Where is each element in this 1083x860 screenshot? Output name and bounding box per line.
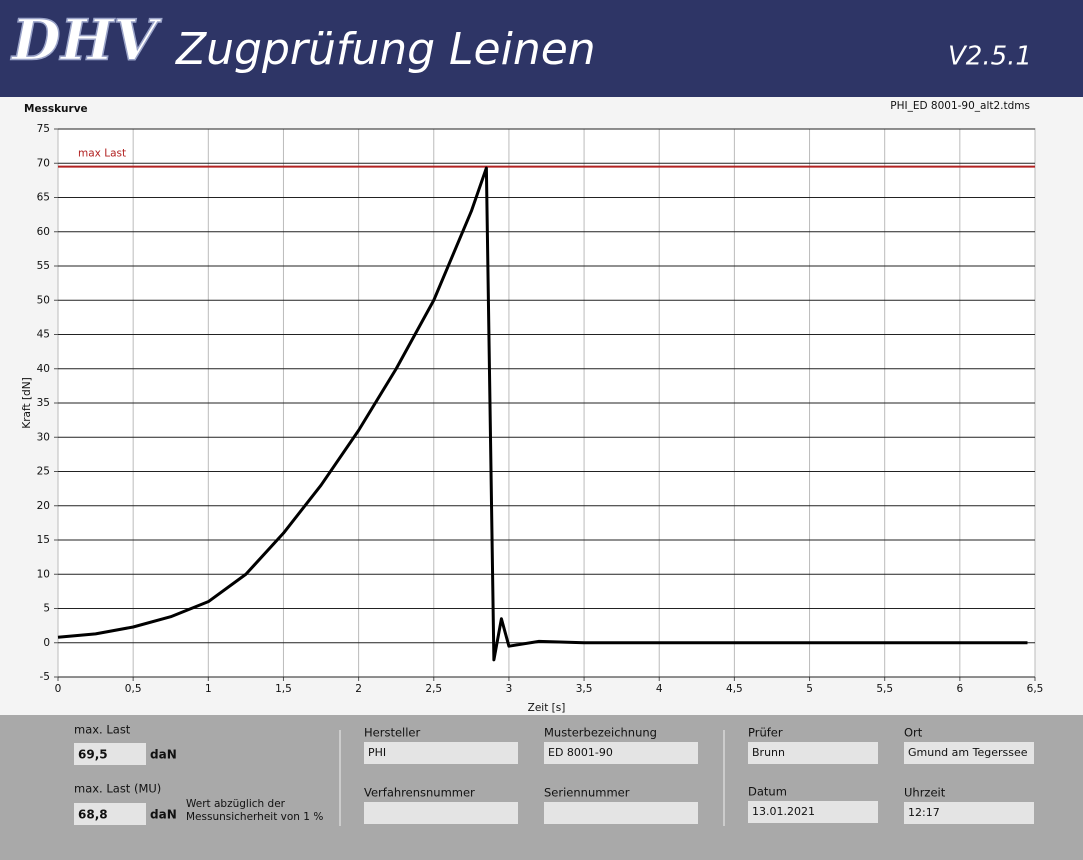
- y-tick-label: 60: [37, 226, 50, 238]
- field-label: Prüfer: [748, 726, 783, 740]
- results: max. Last 69,5 daN max. Last (MU) 68,8 d…: [74, 723, 323, 825]
- y-tick-label: 70: [37, 157, 50, 169]
- x-tick-label: 3,5: [576, 683, 593, 695]
- y-tick-label: 25: [37, 466, 50, 478]
- x-tick-label: 1: [205, 683, 212, 695]
- field-box: [748, 801, 878, 823]
- y-tick-label: 75: [37, 123, 50, 135]
- field-label: Uhrzeit: [904, 786, 946, 800]
- y-tick-label: -5: [40, 671, 50, 683]
- x-tick-label: 3: [506, 683, 513, 695]
- x-tick-label: 4: [656, 683, 663, 695]
- field-value: Gmund am Tegerssee: [908, 746, 1028, 759]
- file-name: PHI_ED 8001-90_alt2.tdms: [890, 100, 1030, 112]
- y-tick-label: 0: [43, 637, 50, 649]
- field-label: Musterbezeichnung: [544, 726, 657, 740]
- y-tick-label: 15: [37, 534, 50, 546]
- unit: daN: [150, 808, 177, 822]
- x-tick-label: 2: [355, 683, 362, 695]
- field-box: [364, 742, 518, 764]
- max-label: max Last: [78, 148, 126, 160]
- field-value: PHI: [368, 746, 386, 759]
- x-tick-label: 5,5: [876, 683, 893, 695]
- field-value: Brunn: [752, 746, 785, 759]
- note: Wert abzüglich der Messunsicherheit von 1…: [186, 798, 323, 823]
- unit: daN: [150, 748, 177, 762]
- version: V2.5.1: [948, 42, 1032, 72]
- field-label: Ort: [904, 726, 923, 740]
- app-title: Zugprüfung Leinen: [175, 24, 596, 75]
- value: 69,5: [78, 748, 108, 762]
- y-tick-label: 50: [37, 294, 50, 306]
- x-tick-label: 6: [957, 683, 964, 695]
- x-tick-label: 4,5: [726, 683, 743, 695]
- chart: 0 0,5 1 1,5 2 2,5 3 3,5 4 4,5 5 5,5 6 6,5 -5 0 5 10 15 20 25…: [21, 123, 1043, 714]
- panel-label: Messkurve: [24, 103, 88, 115]
- y-tick-label: 65: [37, 192, 50, 204]
- y-tick-label: 40: [37, 363, 50, 375]
- line: [57, 166, 1028, 662]
- x-tick-label: 6,5: [1027, 683, 1044, 695]
- field-box: [544, 802, 698, 824]
- field-label: Datum: [748, 785, 787, 799]
- x-tick-label: 0,5: [125, 683, 142, 695]
- y-tick-label: 5: [43, 603, 50, 615]
- x-tick-label: 5: [806, 683, 813, 695]
- header-bar: [0, 0, 1083, 97]
- y-axis-label: Kraft [dN]: [21, 377, 33, 428]
- y-tick-label: 35: [37, 397, 50, 409]
- field-label: Verfahrensnummer: [364, 786, 475, 800]
- y-tick-label: 45: [37, 329, 50, 341]
- value: 68,8: [78, 808, 108, 822]
- field-label: Hersteller: [364, 726, 420, 740]
- field-box: [904, 802, 1034, 824]
- field-box: [748, 742, 878, 764]
- value-box: [74, 743, 146, 765]
- y-tick-label: 20: [37, 500, 50, 512]
- fields: Hersteller PHI Musterbezeichnung ED 8001-90…: [364, 726, 1034, 824]
- field-value: ED 8001-90: [548, 746, 613, 759]
- y-tick-label: 10: [37, 568, 50, 580]
- y-tick-label: 55: [37, 260, 50, 272]
- x-axis-label: Zeit [s]: [528, 702, 566, 714]
- x-tick-label: 1,5: [275, 683, 292, 695]
- value-box: [74, 803, 146, 825]
- field-value: 13.01.2021: [752, 805, 815, 818]
- logo: DHV: [10, 8, 162, 74]
- field-box: [364, 802, 518, 824]
- field-value: 12:17: [908, 806, 940, 819]
- field-box: [904, 742, 1034, 764]
- field-label: Seriennummer: [544, 786, 630, 800]
- label: max. Last: [74, 723, 131, 737]
- x-tick-label: 0: [55, 683, 62, 695]
- field-box: [544, 742, 698, 764]
- label: max. Last (MU): [74, 782, 161, 796]
- y-tick-label: 30: [37, 431, 50, 443]
- x-tick-label: 2,5: [425, 683, 442, 695]
